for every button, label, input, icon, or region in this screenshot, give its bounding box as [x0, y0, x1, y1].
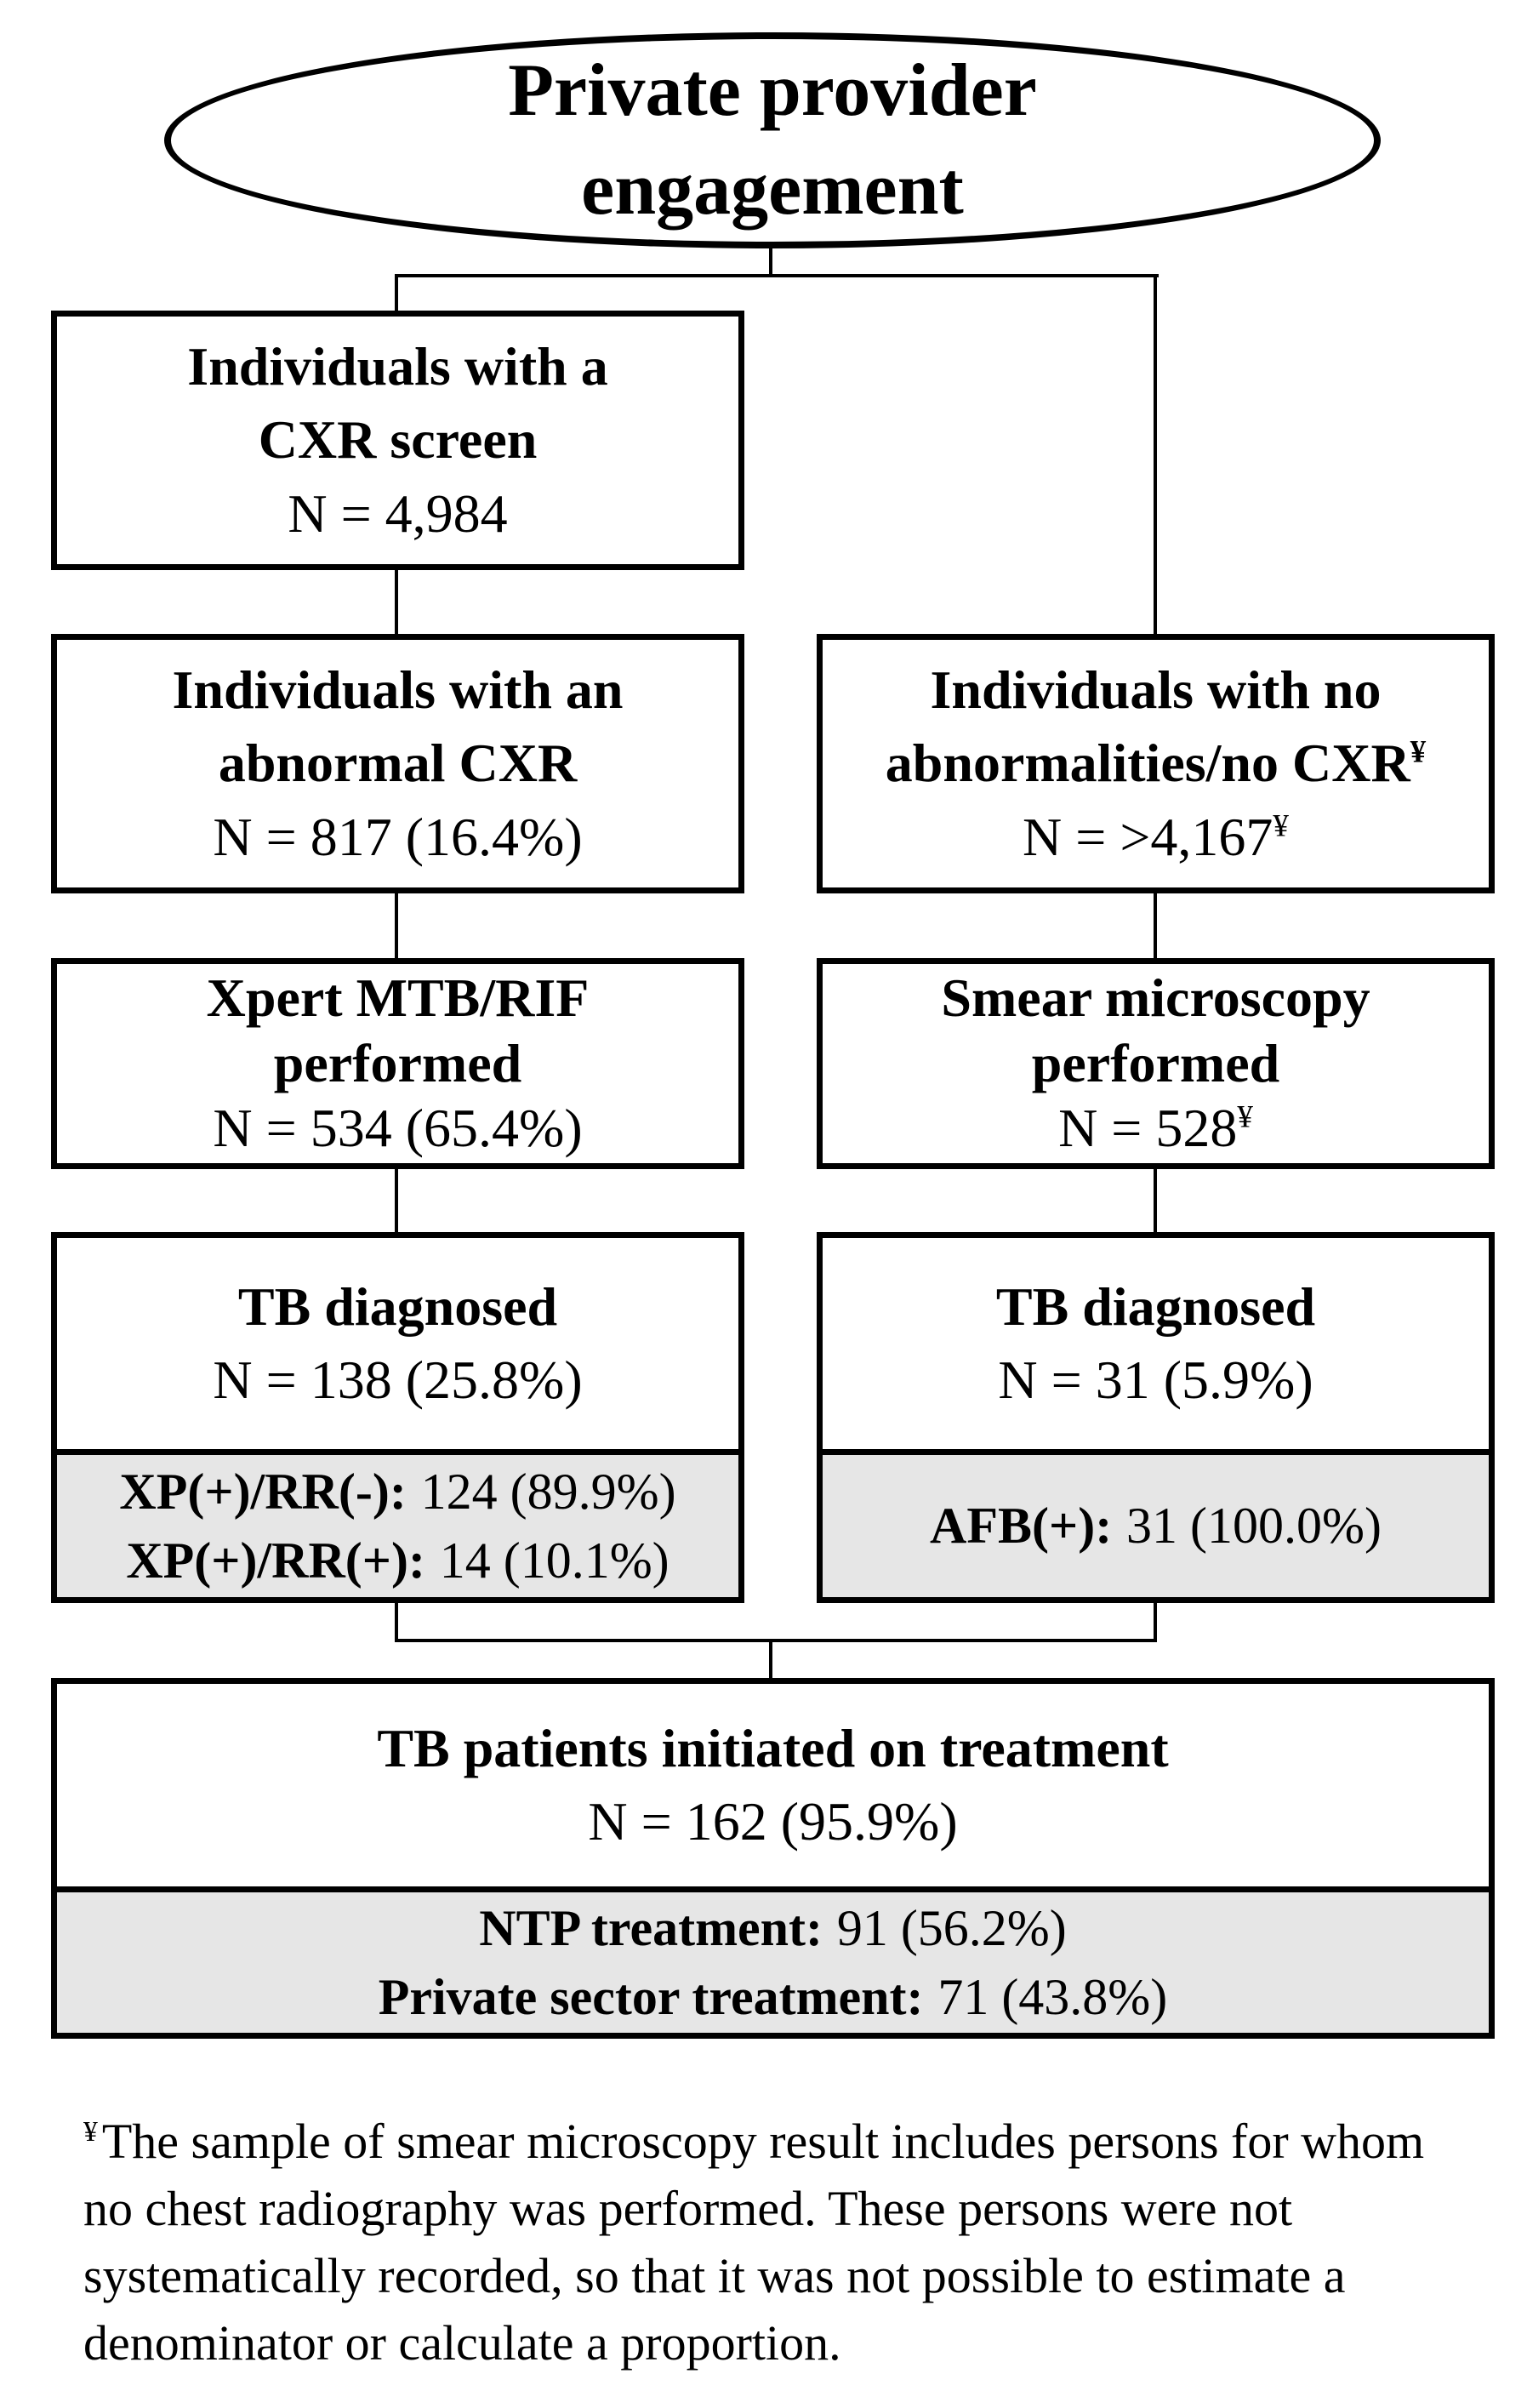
- cxr-screen-title-line2: CXR screen: [258, 409, 538, 471]
- tb-diagnosed-xpert-title: TB diagnosed: [237, 1275, 558, 1337]
- connector-tbdiag-left-down: [395, 1600, 398, 1642]
- abnormal-cxr-title-line2: abnormal CXR: [218, 733, 578, 794]
- xp-rr-positive-label: XP(+)/RR(+):: [126, 1532, 425, 1589]
- no-abnormalities-title-line1: Individuals with no: [930, 659, 1382, 720]
- smear-count: N = 528¥: [1058, 1096, 1253, 1161]
- connector-xpert-to-tbdiag: [395, 1166, 398, 1235]
- cxr-screen-count: N = 4,984: [288, 482, 508, 544]
- connector-merge-to-treatment: [769, 1639, 772, 1681]
- xpert-count: N = 534 (65.4%): [213, 1098, 583, 1159]
- smear-count-text: N = 528: [1058, 1098, 1238, 1159]
- treatment-count: N = 162 (95.9%): [588, 1791, 958, 1852]
- connector-ellipse-stub: [769, 245, 772, 277]
- yen-superscript: ¥: [1410, 734, 1427, 770]
- ellipse-title-line1: Private provider: [508, 49, 1037, 132]
- xp-rr-positive-value: 14 (10.1%): [439, 1532, 669, 1589]
- footnote-symbol: ¥: [83, 2115, 98, 2148]
- tb-diagnosed-smear-breakdown: AFB(+): 31 (100.0%): [823, 1449, 1489, 1597]
- no-abnormalities-title-line2: abnormalities/no CXR¥: [886, 727, 1426, 800]
- xpert-title-line2: performed: [273, 1032, 522, 1093]
- connector-noabn-to-smear: [1154, 890, 1157, 961]
- treatment-breakdown: NTP treatment: 91 (56.2%) Private sector …: [57, 1886, 1489, 2033]
- afb-positive-value: 31 (100.0%): [1125, 1498, 1382, 1554]
- private-sector-treatment-line: Private sector treatment: 71 (43.8%): [379, 1963, 1168, 2032]
- connector-branch-left-drop: [395, 274, 398, 314]
- afb-positive-label: AFB(+):: [930, 1498, 1113, 1554]
- tb-diagnosed-xpert-breakdown: XP(+)/RR(-): 124 (89.9%) XP(+)/RR(+): 14 (…: [57, 1449, 738, 1597]
- private-sector-treatment-value: 71 (43.8%): [937, 1968, 1168, 2025]
- treatment-title: TB patients initiated on treatment: [377, 1717, 1169, 1778]
- xp-rr-negative-line: XP(+)/RR(-): 124 (89.9%): [119, 1458, 675, 1526]
- private-provider-engagement-ellipse: Private provider engagement: [164, 32, 1381, 248]
- connector-smear-to-tbdiag: [1154, 1166, 1157, 1235]
- ntp-treatment-label: NTP treatment:: [479, 1899, 823, 1956]
- afb-positive-line: AFB(+): 31 (100.0%): [930, 1492, 1382, 1561]
- treatment-main: TB patients initiated on treatment N = 1…: [57, 1684, 1489, 1886]
- abnormal-cxr-count: N = 817 (16.4%): [213, 806, 583, 867]
- xp-rr-negative-value: 124 (89.9%): [420, 1463, 676, 1520]
- connector-branch-horizontal: [395, 274, 1159, 277]
- box-tb-diagnosed-xpert: TB diagnosed N = 138 (25.8%) XP(+)/RR(-)…: [51, 1232, 744, 1603]
- ntp-treatment-value: 91 (56.2%): [836, 1899, 1067, 1956]
- box-no-abnormalities: Individuals with no abnormalities/no CXR…: [817, 634, 1495, 893]
- connector-cxr-to-abnormal: [395, 567, 398, 637]
- yen-superscript: ¥: [1237, 1100, 1253, 1136]
- connector-branch-right-drop: [1154, 274, 1157, 637]
- xpert-title-line1: Xpert MTB/RIF: [206, 967, 590, 1028]
- box-abnormal-cxr: Individuals with an abnormal CXR N = 817…: [51, 634, 744, 893]
- xp-rr-negative-label: XP(+)/RR(-):: [119, 1463, 407, 1520]
- tb-diagnosed-smear-main: TB diagnosed N = 31 (5.9%): [823, 1238, 1489, 1449]
- abnormal-cxr-title-line1: Individuals with an: [172, 659, 624, 720]
- connector-tbdiag-right-down: [1154, 1600, 1157, 1642]
- no-abnormalities-count-text: N = >4,167: [1023, 806, 1273, 867]
- connector-merge-horizontal: [395, 1639, 1157, 1642]
- box-smear-performed: Smear microscopy performed N = 528¥: [817, 958, 1495, 1169]
- ellipse-title-line2: engagement: [581, 148, 964, 231]
- cxr-screen-title-line1: Individuals with a: [187, 335, 608, 397]
- tb-diagnosed-smear-title: TB diagnosed: [995, 1275, 1316, 1337]
- box-tb-diagnosed-smear: TB diagnosed N = 31 (5.9%) AFB(+): 31 (10…: [817, 1232, 1495, 1603]
- box-treatment: TB patients initiated on treatment N = 1…: [51, 1678, 1495, 2039]
- xp-rr-positive-line: XP(+)/RR(+): 14 (10.1%): [126, 1526, 669, 1595]
- tb-diagnosed-smear-count: N = 31 (5.9%): [998, 1350, 1313, 1410]
- smear-title-line2: performed: [1031, 1032, 1280, 1093]
- box-cxr-screen: Individuals with a CXR screen N = 4,984: [51, 311, 744, 570]
- no-abnormalities-count: N = >4,167¥: [1023, 801, 1289, 874]
- footnote: ¥The sample of smear microscopy result i…: [83, 2108, 1461, 2377]
- smear-title-line1: Smear microscopy: [941, 967, 1370, 1028]
- yen-superscript: ¥: [1273, 808, 1289, 844]
- box-xpert-performed: Xpert MTB/RIF performed N = 534 (65.4%): [51, 958, 744, 1169]
- connector-abnormal-to-xpert: [395, 890, 398, 961]
- footnote-text: The sample of smear microscopy result in…: [83, 2114, 1425, 2371]
- tb-diagnosed-xpert-main: TB diagnosed N = 138 (25.8%): [57, 1238, 738, 1449]
- private-sector-treatment-label: Private sector treatment:: [378, 1968, 924, 2025]
- no-abnormalities-title-text: abnormalities/no CXR: [885, 733, 1410, 794]
- ntp-treatment-line: NTP treatment: 91 (56.2%): [479, 1894, 1067, 1963]
- tb-diagnosed-xpert-count: N = 138 (25.8%): [213, 1350, 583, 1410]
